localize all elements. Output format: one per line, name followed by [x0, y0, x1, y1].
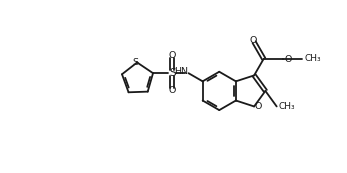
- Text: S: S: [169, 68, 176, 78]
- Text: CH₃: CH₃: [279, 102, 295, 111]
- Text: O: O: [169, 51, 176, 60]
- Text: O: O: [249, 36, 257, 45]
- Text: S: S: [132, 58, 138, 67]
- Text: HN: HN: [175, 67, 188, 76]
- Text: O: O: [285, 55, 292, 64]
- Text: O: O: [169, 86, 176, 95]
- Text: CH₃: CH₃: [304, 54, 321, 63]
- Text: O: O: [255, 102, 262, 111]
